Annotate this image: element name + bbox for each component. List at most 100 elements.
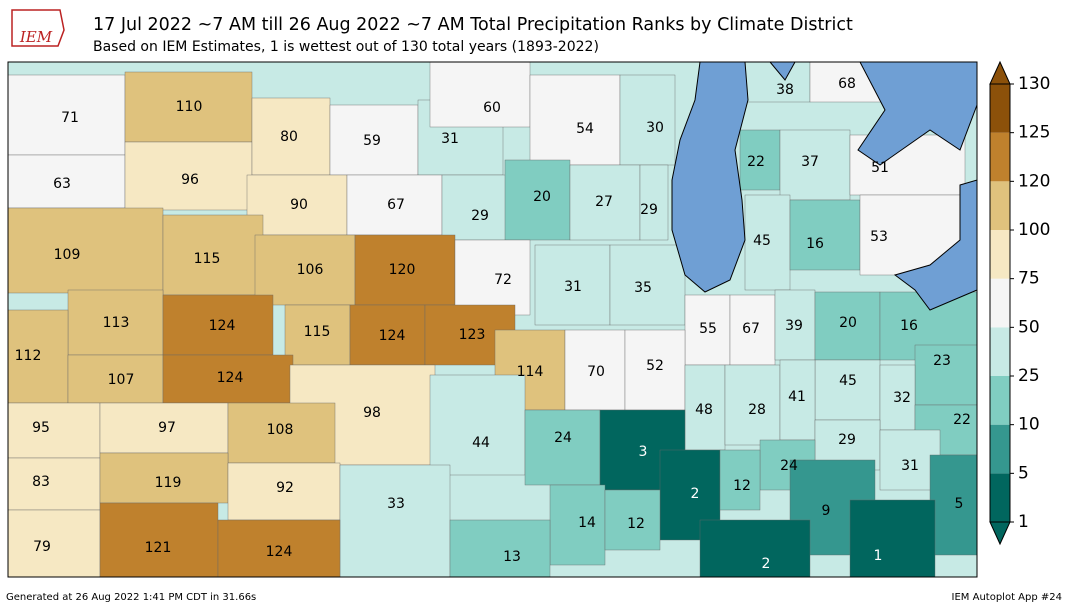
district <box>284 304 351 366</box>
colorbar-bin <box>990 132 1010 182</box>
district <box>99 402 229 454</box>
district <box>744 194 791 291</box>
colorbar-tick-label: 75 <box>1018 269 1040 289</box>
district <box>7 402 101 459</box>
footer-right: IEM Autoplot App #24 <box>952 592 1062 603</box>
rank-label: 16 <box>806 236 824 252</box>
district <box>529 74 621 166</box>
rank-label: 16 <box>900 318 918 334</box>
district <box>99 452 229 504</box>
district <box>534 244 611 326</box>
district <box>7 74 126 156</box>
rank-label: 2 <box>691 486 700 502</box>
rank-label: 29 <box>471 208 489 224</box>
rank-label: 44 <box>472 435 490 451</box>
rank-label: 109 <box>54 247 81 263</box>
rank-label: 39 <box>785 318 803 334</box>
rank-label: 3 <box>639 444 648 460</box>
rank-label: 45 <box>839 373 857 389</box>
colorbar-tick-label: 120 <box>1018 171 1050 191</box>
regions <box>7 61 978 578</box>
title: 17 Jul 2022 ~7 AM till 26 Aug 2022 ~7 AM… <box>93 15 853 35</box>
colorbar-bin <box>990 278 1010 328</box>
district <box>162 214 264 296</box>
rank-label: 124 <box>379 328 406 344</box>
district <box>7 509 101 578</box>
rank-label: 59 <box>363 133 381 149</box>
district <box>564 329 626 411</box>
rank-label: 27 <box>595 194 613 210</box>
rank-label: 31 <box>564 279 582 295</box>
rank-label: 113 <box>103 315 130 331</box>
rank-label: 9 <box>822 503 831 519</box>
rank-label: 41 <box>788 389 806 405</box>
district <box>779 129 851 201</box>
district <box>67 289 164 356</box>
rank-label: 31 <box>901 458 919 474</box>
rank-label: 1 <box>874 548 883 564</box>
rank-label: 51 <box>871 160 889 176</box>
rank-label: 14 <box>578 515 596 531</box>
rank-label: 67 <box>387 197 405 213</box>
rank-label: 63 <box>53 176 71 192</box>
rank-label: 67 <box>742 321 760 337</box>
rank-label: 52 <box>646 358 664 374</box>
district <box>719 449 761 511</box>
colorbar-tick-label: 50 <box>1018 317 1040 337</box>
district <box>124 71 253 143</box>
district <box>454 239 531 316</box>
rank-label: 38 <box>776 82 794 98</box>
district <box>7 309 69 404</box>
rank-label: 124 <box>266 544 293 560</box>
lakes <box>671 61 978 311</box>
rank-label: 31 <box>441 131 459 147</box>
rank-label: 53 <box>870 229 888 245</box>
rank-label: 28 <box>748 402 766 418</box>
district <box>349 304 426 366</box>
rank-label: 119 <box>155 475 182 491</box>
district <box>7 207 164 294</box>
district <box>217 519 341 578</box>
district <box>639 164 669 241</box>
colorbar-tick-label: 10 <box>1018 415 1040 435</box>
district <box>251 97 331 176</box>
rank-label: 30 <box>646 120 664 136</box>
rank-label: 114 <box>517 364 544 380</box>
logo: IEM <box>11 9 65 47</box>
colorbar-tick-label: 130 <box>1018 74 1050 94</box>
lake-michigan <box>671 61 749 293</box>
colorbar-frame <box>989 83 1011 523</box>
rank-label: 123 <box>459 327 486 343</box>
colorbar-bin <box>990 376 1010 425</box>
rank-label: 2 <box>762 556 771 572</box>
footer-left: Generated at 26 Aug 2022 1:41 PM CDT in … <box>6 592 256 603</box>
rank-label: 115 <box>194 251 221 267</box>
rank-label: 29 <box>640 202 658 218</box>
rank-label: 83 <box>32 474 50 490</box>
district <box>429 374 526 476</box>
colorbar-bin <box>990 327 1010 376</box>
district <box>724 364 781 446</box>
rank-label: 29 <box>838 432 856 448</box>
district <box>929 454 978 556</box>
district <box>524 409 601 486</box>
rank-label: 22 <box>747 154 765 170</box>
rank-label: 115 <box>304 324 331 340</box>
colorbar-bin <box>990 230 1010 279</box>
rank-label: 32 <box>893 390 911 406</box>
rank-label: 20 <box>533 189 551 205</box>
district <box>774 289 816 361</box>
district <box>569 164 641 241</box>
rank-label: 98 <box>363 405 381 421</box>
logo-text: IEM <box>19 28 53 46</box>
district <box>699 519 811 578</box>
rank-label: 48 <box>695 402 713 418</box>
colorbar-tick-label: 1 <box>1018 512 1029 532</box>
rank-label: 110 <box>176 99 203 115</box>
rank-label: 80 <box>280 129 298 145</box>
rank-label: 60 <box>483 100 501 116</box>
rank-label: 90 <box>290 197 308 213</box>
rank-label: 121 <box>145 540 172 556</box>
district <box>684 364 726 451</box>
